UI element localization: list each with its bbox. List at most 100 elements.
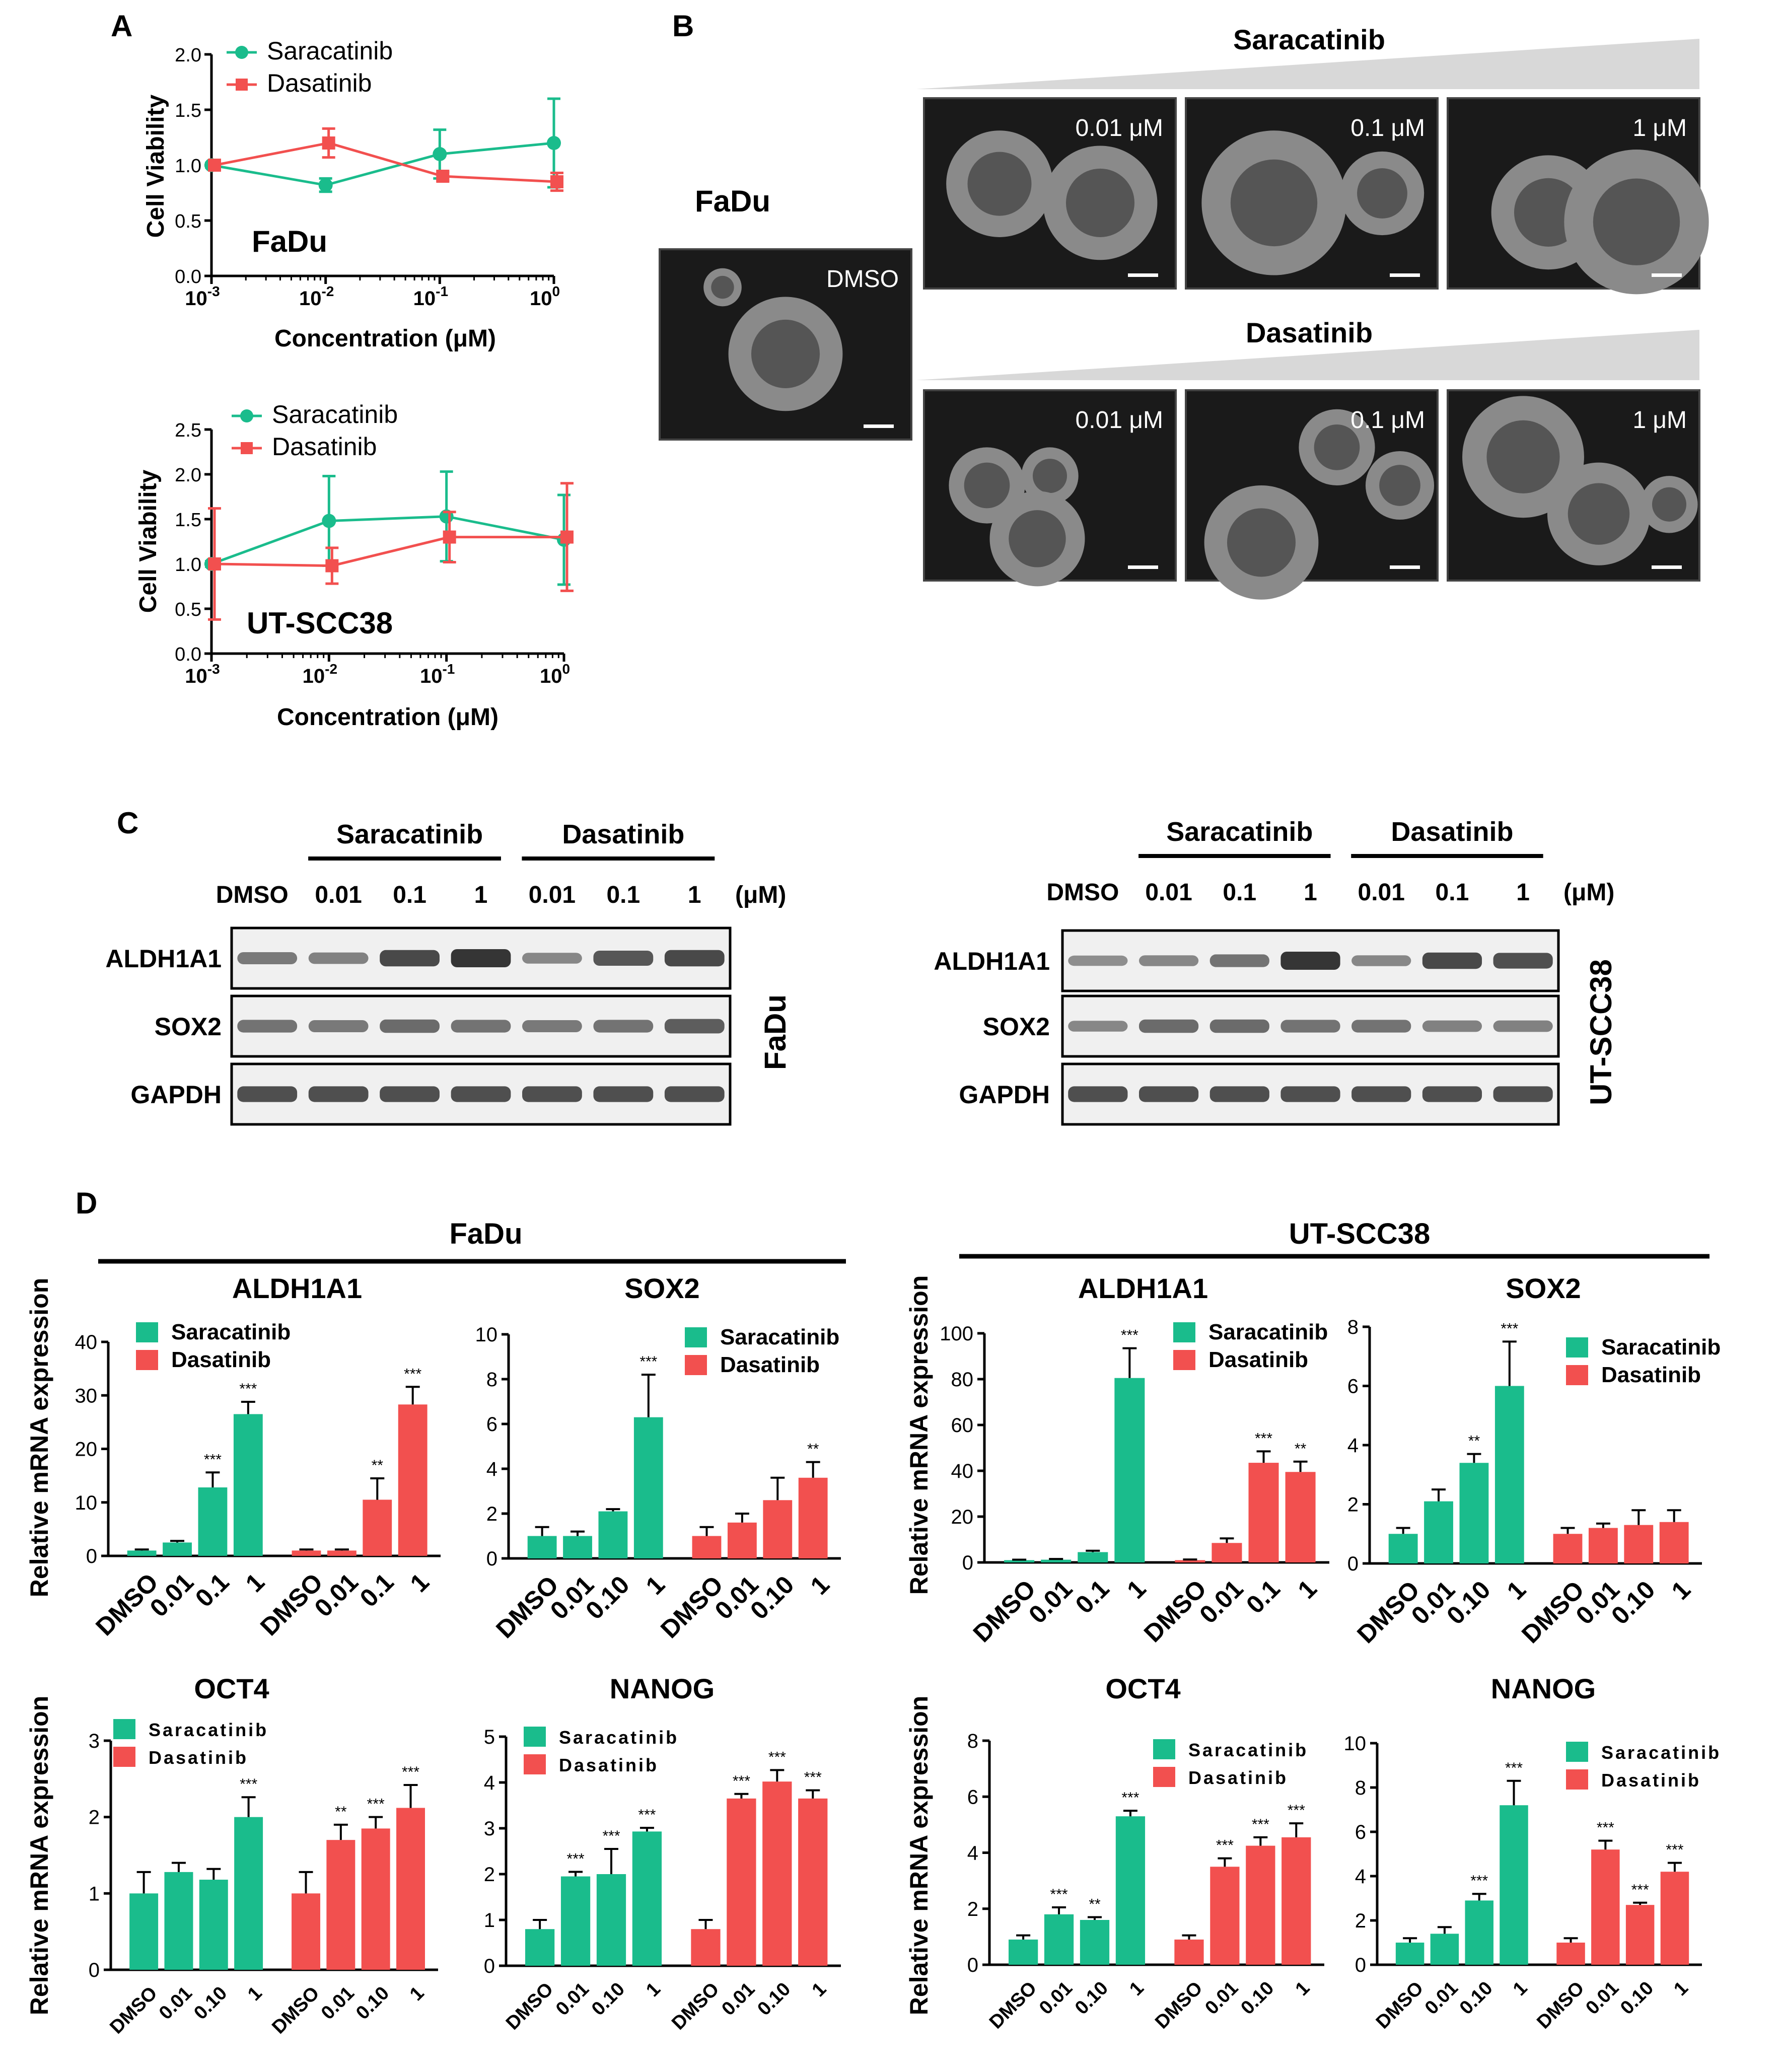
x-tick-label: 0.10 — [745, 1570, 799, 1625]
y-tick-label: 1.0 — [175, 554, 201, 576]
spheroid-core — [1486, 420, 1560, 493]
blot-band — [593, 951, 654, 966]
x-tick-label: 0.10 — [1456, 1977, 1497, 2019]
chart-title: OCT4 — [194, 1673, 269, 1704]
x-tick-label: 1 — [1666, 1576, 1696, 1605]
bar — [1465, 1900, 1493, 1965]
spheroid-core — [1227, 508, 1296, 577]
blot-band — [1493, 1020, 1553, 1032]
blot-band — [1209, 1086, 1269, 1102]
drug-title: Saracatinib — [1233, 24, 1385, 55]
y-axis-label: Relative mRNA expression — [905, 1275, 933, 1595]
bar — [1114, 1378, 1145, 1562]
bar — [798, 1477, 828, 1558]
x-tick-label: DMSO — [1151, 1977, 1206, 2033]
bar — [1395, 1943, 1424, 1965]
blot-band — [522, 1086, 582, 1102]
bar-chart-UT-SCC38-SOX2: SOX202468DMSO0.01**0.10***1SaracatinibDM… — [1347, 1272, 1721, 1649]
spheroid-core — [1230, 159, 1318, 247]
scale-bar — [864, 424, 894, 428]
x-tick-label: 0.01 — [1582, 1977, 1623, 2019]
x-tick-label: 0.01 — [145, 1568, 199, 1622]
significance-label: *** — [1666, 1842, 1683, 1859]
significance-label: *** — [804, 1769, 822, 1785]
blot-band — [451, 949, 511, 967]
y-tick-label: 0 — [484, 1955, 495, 1977]
lane-label: DMSO — [1046, 879, 1119, 906]
data-point — [433, 147, 447, 161]
significance-label: *** — [1050, 1886, 1068, 1903]
panel-b: FaDu DMSO Saracatinib 0.01 μM 0.1 μM 1 μM Dasa… — [659, 24, 1709, 600]
y-tick-label: 2 — [484, 1864, 495, 1886]
panel-label-b: B — [672, 9, 694, 43]
significance-label: *** — [239, 1381, 257, 1397]
significance-label: *** — [638, 1807, 656, 1823]
spheroid-core — [1593, 178, 1680, 265]
y-tick-label: 3 — [89, 1730, 100, 1752]
protein-label: ALDH1A1 — [934, 947, 1050, 975]
chart-title: ALDH1A1 — [232, 1272, 362, 1304]
bar — [127, 1550, 157, 1556]
spheroid-core — [1065, 168, 1135, 237]
bar — [1175, 1560, 1205, 1562]
bar — [1494, 1386, 1524, 1563]
blot-band — [664, 1019, 725, 1034]
blot-band — [522, 953, 582, 964]
bar — [1659, 1522, 1689, 1563]
bar — [1285, 1472, 1316, 1562]
significance-label: *** — [733, 1773, 750, 1790]
y-tick-label: 100 — [940, 1323, 973, 1345]
y-tick-label: 0.5 — [175, 211, 201, 232]
blot-group-label: Dasatinib — [1391, 817, 1513, 847]
data-point — [560, 530, 574, 544]
blot-cell-line: FaDu — [758, 994, 792, 1070]
blot-band — [1068, 1021, 1128, 1032]
y-tick-label: 0 — [1347, 1553, 1359, 1575]
legend-swatch — [1566, 1365, 1588, 1385]
spheroid-core — [1032, 459, 1067, 493]
chart-title: ALDH1A1 — [1078, 1272, 1208, 1304]
protein-label: GAPDH — [130, 1081, 222, 1109]
blot-band — [237, 1086, 298, 1102]
x-tick-label: 1 — [406, 1982, 429, 2005]
lane-label: 0.1 — [1436, 879, 1469, 906]
blot-band — [380, 1086, 440, 1102]
legend-label: Dasatinib — [720, 1352, 820, 1377]
bar — [798, 1798, 828, 1966]
y-tick-label: 8 — [486, 1369, 497, 1391]
significance-label: *** — [567, 1850, 585, 1867]
legend-swatch — [1566, 1742, 1588, 1762]
x-tick-label: 0.10 — [1071, 1977, 1112, 2019]
x-tick-label: 0.10 — [352, 1982, 393, 2024]
blot-band — [1068, 1086, 1128, 1102]
y-tick-label: 0 — [1355, 1954, 1366, 1976]
legend-label: Dasatinib — [171, 1347, 271, 1372]
significance-label: *** — [1255, 1430, 1272, 1447]
y-tick-label: 1.5 — [175, 100, 201, 121]
legend-swatch — [1566, 1337, 1588, 1357]
bar-chart-UT-SCC38-OCT4: OCT4 0 2 4 6 8 DMSO *** 0.01 ** 0.10 *** 1 Saracatini… — [905, 1673, 1324, 2033]
x-tick-label: 0.1 — [1070, 1575, 1115, 1619]
x-tick-label: 0.01 — [552, 1978, 593, 2020]
y-tick-label: 10 — [475, 1324, 498, 1346]
legend-label: Saracatinib — [720, 1325, 839, 1349]
bar — [129, 1893, 159, 1970]
spheroid-core — [711, 275, 734, 299]
blot-band — [451, 1086, 511, 1102]
blot-band — [1351, 1020, 1411, 1033]
x-axis-label: Concentration (μM) — [277, 704, 498, 731]
bar — [199, 1880, 228, 1970]
x-tick-label: DMSO — [502, 1978, 557, 2034]
concentration-label: 0.1 μM — [1350, 407, 1425, 434]
spheroid-core — [1314, 424, 1360, 470]
x-tick-label: 0.10 — [1616, 1977, 1658, 2019]
x-tick-label: 100 — [540, 661, 570, 687]
legend-label: Saracatinib — [1601, 1335, 1721, 1360]
x-tick-label: 0.10 — [753, 1978, 795, 2020]
bar — [1281, 1837, 1311, 1965]
blot-band — [1138, 1086, 1199, 1102]
significance-label: ** — [807, 1441, 819, 1458]
bar — [527, 1536, 557, 1558]
y-tick-label: 2 — [89, 1807, 100, 1829]
